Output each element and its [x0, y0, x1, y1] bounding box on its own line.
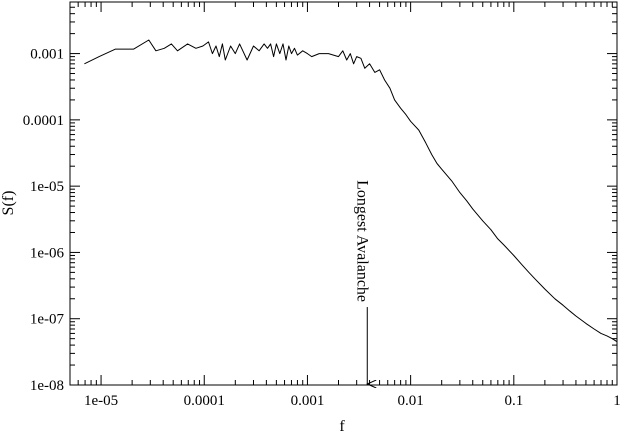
y-tick-label: 1e-07 [30, 312, 65, 328]
x-tick-label: 1e-05 [84, 393, 118, 409]
x-tick-label: 0.0001 [184, 393, 225, 409]
x-tick-labels: 1e-05 0.0001 0.001 0.01 0.1 1 [84, 393, 621, 409]
annotation-label: Longest Avalanche [354, 180, 371, 302]
y-tick-labels: 1e-08 1e-07 1e-06 1e-05 0.0001 0.001 [23, 47, 65, 394]
minor-ticks [70, 2, 617, 385]
x-axis-title: f [339, 418, 345, 435]
y-tick-label: 0.001 [30, 47, 64, 63]
x-tick-label: 0.001 [291, 393, 325, 409]
x-tick-label: 0.01 [398, 393, 424, 409]
series-line-1 [84, 39, 618, 343]
y-tick-label: 1e-06 [30, 245, 65, 261]
y-tick-label: 1e-05 [30, 179, 64, 195]
x-tick-label: 0.1 [504, 393, 523, 409]
plot-area [69, 1, 618, 386]
x-tick-label: 1 [613, 393, 621, 409]
plot-frame [69, 1, 618, 386]
y-tick-label: 1e-08 [30, 378, 64, 394]
y-axis-title: S(f) [0, 191, 17, 216]
major-ticks [70, 2, 618, 386]
series-layer [84, 39, 618, 343]
annotation-layer: Longest Avalanche [354, 180, 371, 384]
y-tick-label: 0.0001 [23, 113, 64, 129]
